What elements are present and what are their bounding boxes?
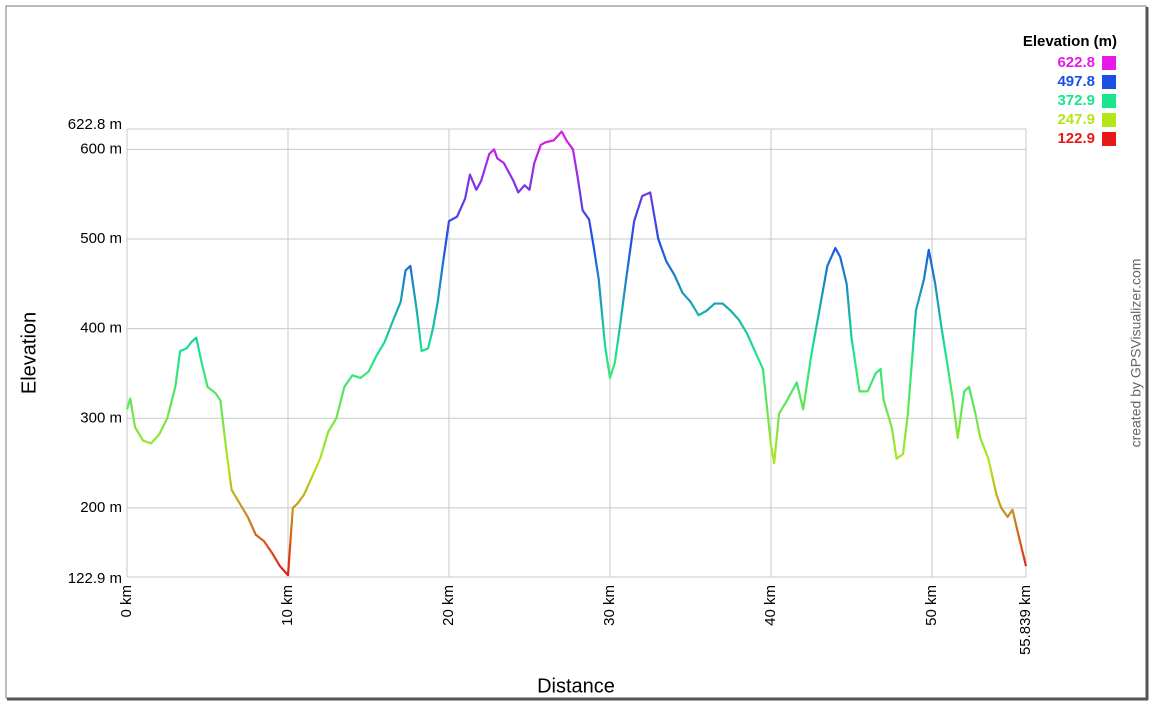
x-tick-label: 20 km	[440, 585, 457, 626]
y-tick-label: 500 m	[80, 230, 122, 247]
x-tick-label: 40 km	[762, 585, 779, 626]
x-tick-label: 0 km	[118, 585, 135, 618]
legend-swatch	[1102, 94, 1116, 108]
y-tick-label: 300 m	[80, 409, 122, 426]
x-tick-label: 55.839 km	[1017, 585, 1034, 655]
x-tick-label: 10 km	[279, 585, 296, 626]
legend-swatch	[1102, 132, 1116, 146]
y-tick-label: 400 m	[80, 320, 122, 337]
y-axis-title: Elevation	[18, 312, 40, 394]
x-tick-label: 50 km	[923, 585, 940, 626]
y-tick-label: 600 m	[80, 140, 122, 157]
legend-title: Elevation (m)	[1023, 33, 1117, 50]
y-tick-label: 200 m	[80, 499, 122, 516]
credit: created by GPSVisualizer.com	[1128, 259, 1144, 448]
legend-value: 372.9	[1057, 92, 1095, 109]
elevation-line	[125, 130, 1028, 577]
legend-value: 122.9	[1057, 130, 1095, 147]
x-axis-title: Distance	[537, 675, 615, 697]
y-tick-label: 122.9 m	[68, 570, 122, 587]
legend-value: 247.9	[1057, 111, 1095, 128]
legend-swatch	[1102, 113, 1116, 127]
legend-value: 622.8	[1057, 54, 1095, 71]
y-tick-label: 622.8 m	[68, 116, 122, 133]
legend-swatch	[1102, 56, 1116, 70]
legend-value: 497.8	[1057, 73, 1095, 90]
x-tick-label: 30 km	[601, 585, 618, 626]
legend-swatch	[1102, 75, 1116, 89]
